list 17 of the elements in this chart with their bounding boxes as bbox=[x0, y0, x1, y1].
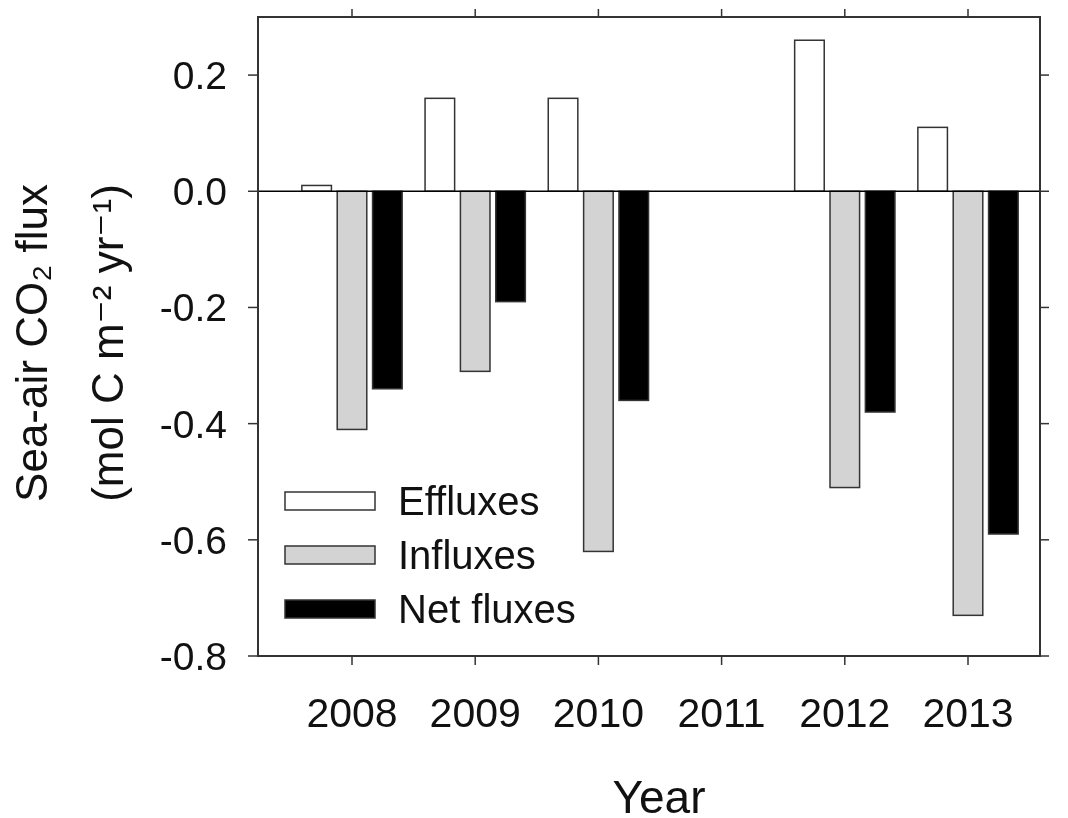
x-tick-label: 2013 bbox=[922, 690, 1014, 736]
x-tick-label: 2011 bbox=[677, 690, 766, 736]
x-tick-label: 2012 bbox=[799, 690, 891, 736]
x-tick-label: 2009 bbox=[429, 690, 521, 736]
x-tick-label: 2010 bbox=[552, 690, 645, 736]
y-tick-label: -0.4 bbox=[159, 402, 227, 446]
y-axis-title: Sea-air CO₂ flux (mol C m⁻² yr⁻¹) bbox=[7, 184, 132, 502]
legend-label: Effluxes bbox=[398, 479, 540, 523]
x-axis-title: Year bbox=[612, 771, 706, 818]
y-tick-label: 0.0 bbox=[172, 170, 227, 214]
y-tick-label: -0.8 bbox=[159, 635, 227, 679]
y-tick-label: 0.2 bbox=[172, 54, 227, 98]
legend-label: Influxes bbox=[398, 533, 536, 577]
y-tick-label: -0.2 bbox=[159, 286, 227, 330]
y-tick-label: -0.6 bbox=[159, 518, 227, 562]
legend-label: Net fluxes bbox=[398, 587, 576, 631]
x-tick-label: 2008 bbox=[306, 690, 398, 736]
